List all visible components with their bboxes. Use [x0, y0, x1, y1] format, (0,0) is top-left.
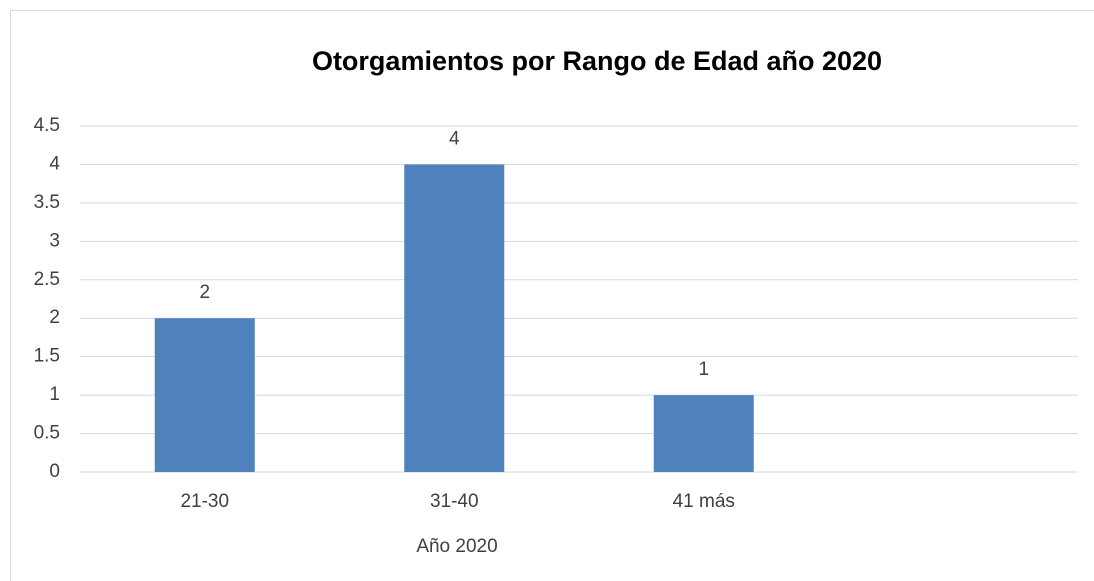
data-label: 4 [449, 128, 460, 149]
x-tick-label: 21-30 [180, 491, 229, 512]
chart-title: Otorgamientos por Rango de Edad año 2020 [312, 46, 882, 76]
x-tick-label: 41 más [673, 491, 735, 512]
bar [653, 395, 754, 472]
bar [154, 318, 255, 472]
y-tick-label: 0 [49, 461, 60, 482]
y-tick-label: 2 [49, 307, 60, 328]
y-tick-label: 3 [49, 230, 60, 251]
x-axis-label: Año 2020 [416, 536, 497, 557]
data-label: 1 [698, 359, 709, 380]
y-tick-label: 3.5 [34, 192, 60, 213]
data-label: 2 [199, 282, 210, 303]
y-tick-label: 2.5 [34, 269, 60, 290]
y-tick-label: 0.5 [34, 423, 60, 444]
bar [404, 164, 505, 472]
y-tick-label: 1.5 [34, 346, 60, 367]
y-tick-label: 1 [49, 384, 60, 405]
x-tick-label: 31-40 [430, 491, 479, 512]
chart-frame [10, 10, 1094, 581]
y-tick-label: 4.5 [34, 115, 60, 136]
y-tick-label: 4 [49, 153, 60, 174]
